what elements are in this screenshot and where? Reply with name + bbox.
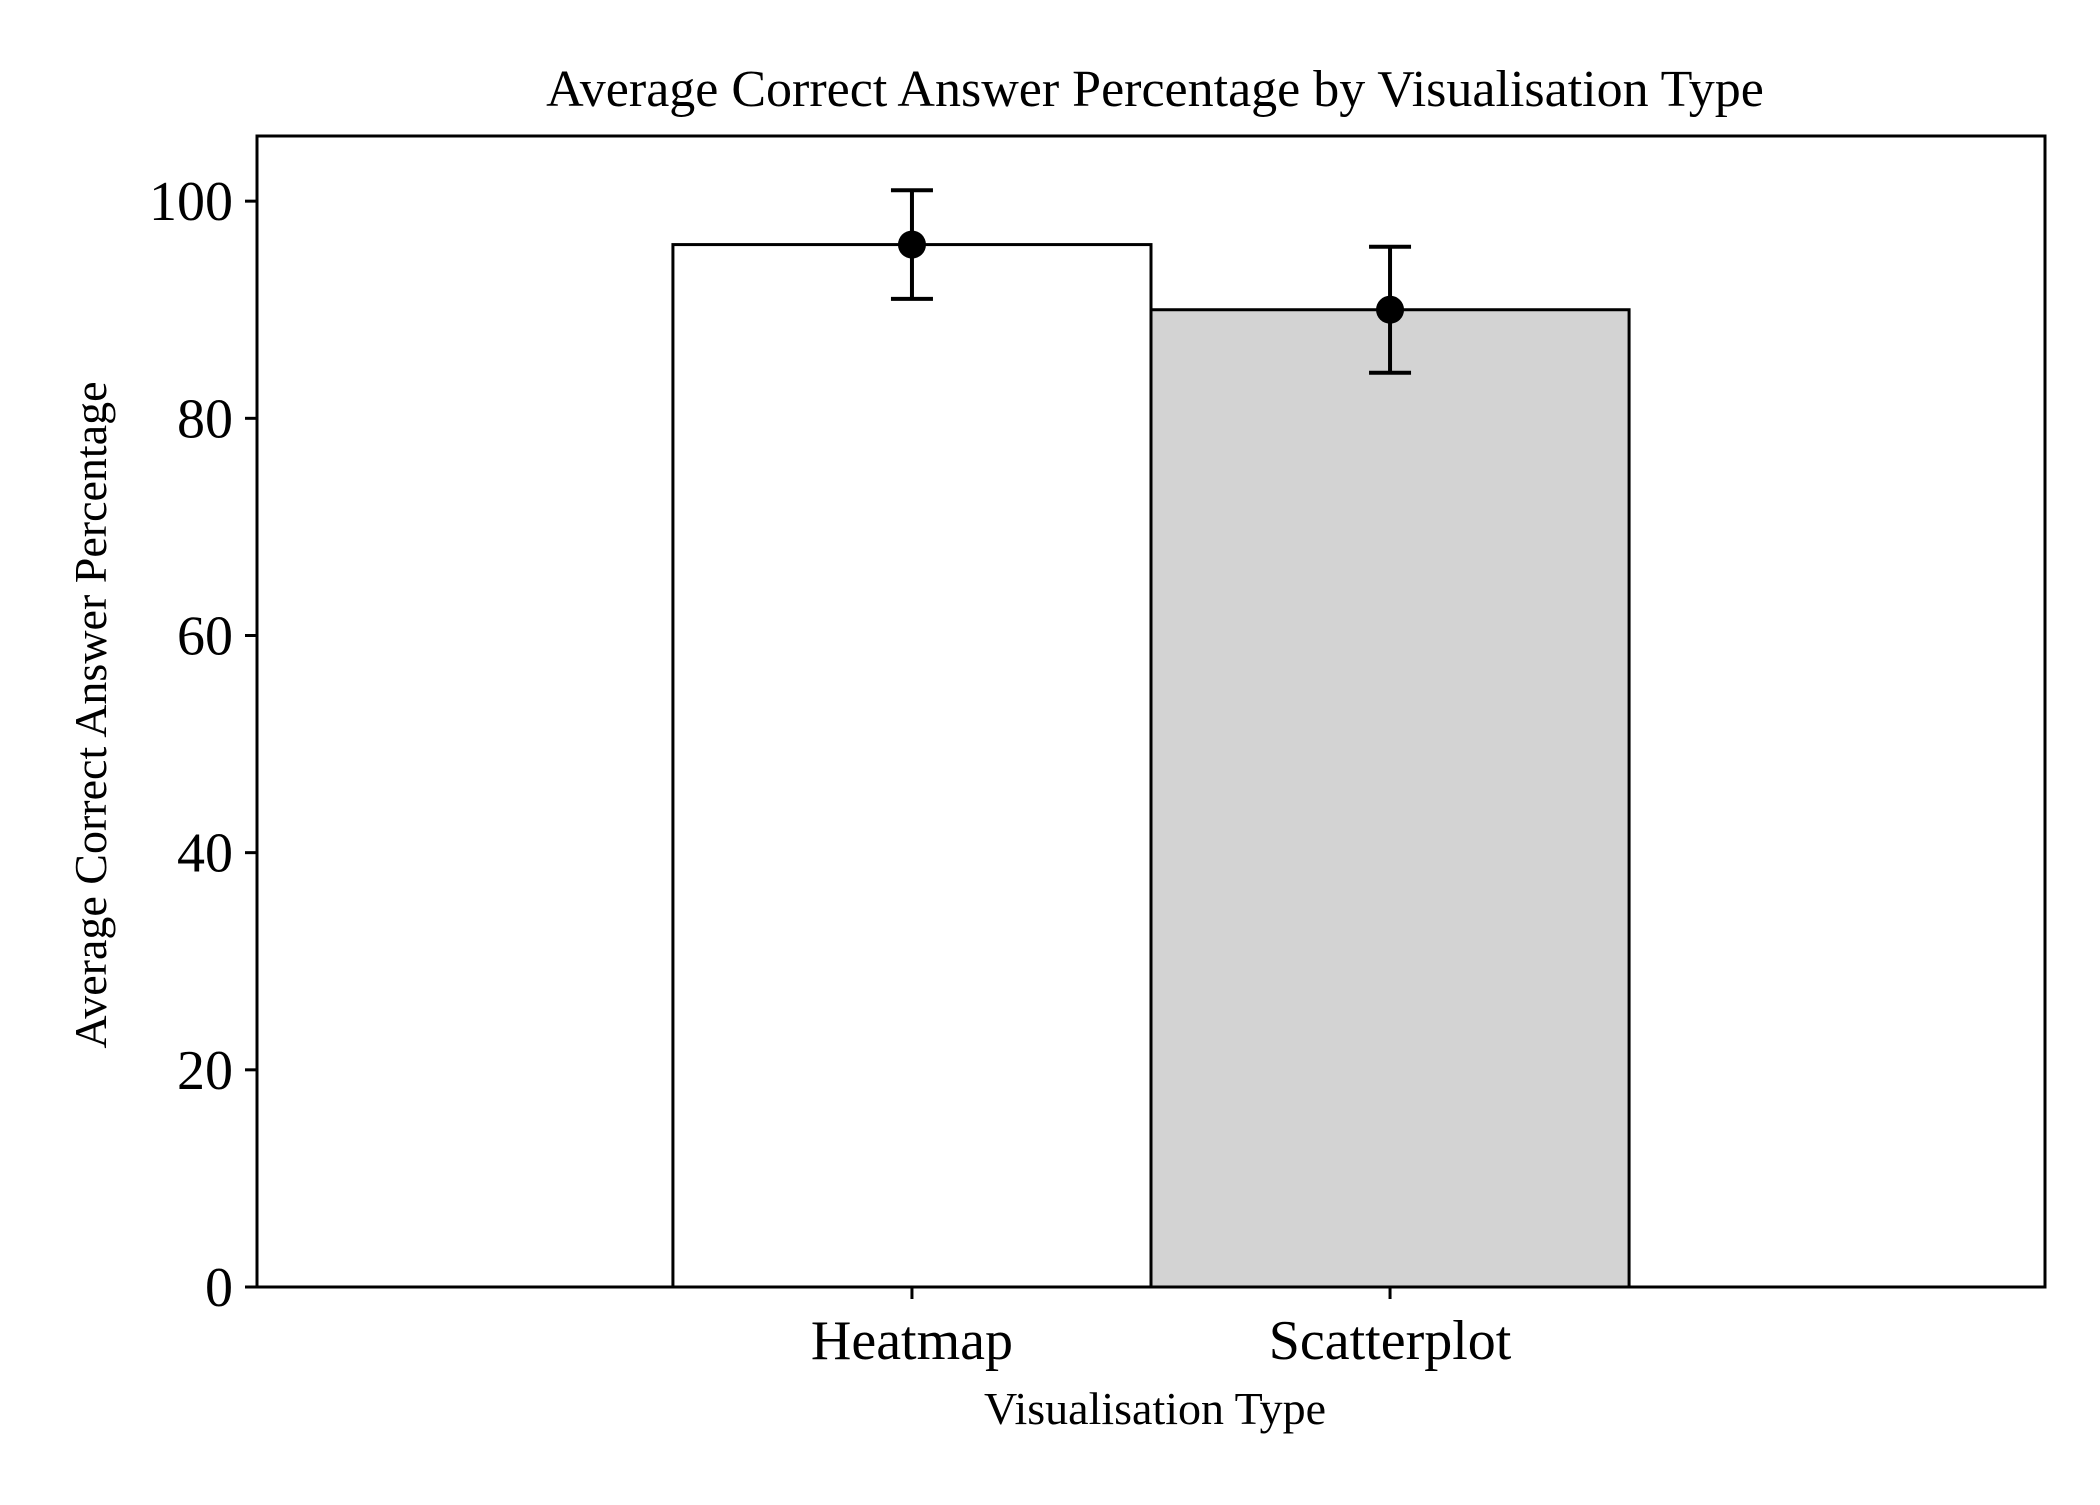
x-tick-label: Scatterplot [1269,1310,1512,1372]
mean-point-heatmap [897,230,926,259]
y-tick-label: 60 [177,605,233,667]
mean-point-scatterplot [1376,295,1405,324]
bar-heatmap [671,243,1153,1289]
plot-area-frame [255,134,2047,1289]
error-bar-heatmap [890,188,933,301]
y-tick-label: 40 [177,823,233,885]
bars-layer [671,243,1631,1289]
y-axis-ticks: 0 20 40 60 80 100 [149,171,257,1319]
error-bar-scatterplot [1369,244,1412,375]
x-axis-ticks: Heatmap Scatterplot [811,1287,1512,1372]
x-tick-label: Heatmap [811,1310,1013,1372]
y-tick-label: 100 [149,171,233,233]
bar-scatterplot [1149,308,1631,1289]
y-tick-label: 20 [177,1040,233,1102]
y-tick-label: 0 [205,1257,233,1319]
y-tick-label: 80 [177,388,233,450]
y-axis-label: Average Correct Answer Percentage [65,381,116,1048]
chart-title: Average Correct Answer Percentage by Vis… [546,61,1764,118]
x-axis-label: Visualisation Type [984,1383,1326,1434]
error-bars-layer [890,188,1412,375]
